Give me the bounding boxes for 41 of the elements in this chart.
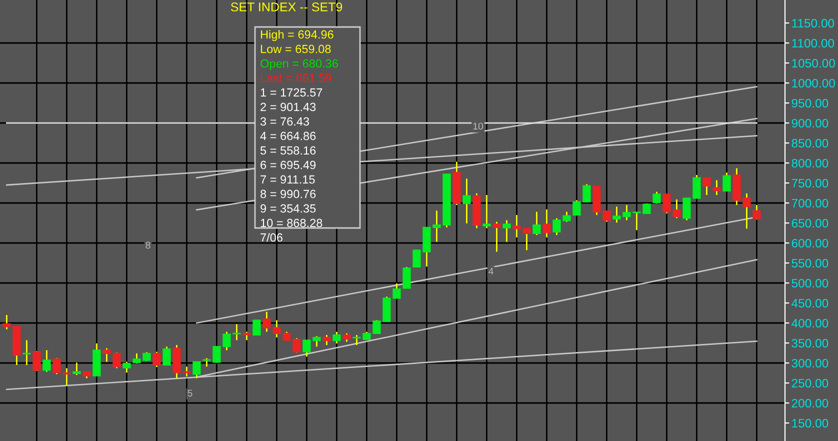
annotation: 10 = 868.28	[260, 218, 322, 228]
y-tick-label: 800.00	[792, 158, 828, 168]
annotation: 5	[188, 390, 192, 397]
annotation: Last = 661.59	[260, 74, 332, 82]
y-tick-label: 500.00	[792, 278, 828, 288]
annotation: 1 = 1725.57	[260, 88, 322, 97]
annotation: Low = 659.08	[260, 44, 331, 54]
y-tick-label: 1150.00	[792, 18, 834, 28]
annotation: 4	[488, 268, 494, 275]
annotation: 7/06	[260, 233, 282, 242]
annotation: 8	[146, 242, 150, 249]
y-tick-label: 300.00	[792, 358, 828, 368]
y-tick-label: 1050.00	[792, 58, 835, 68]
annotation: 9 = 354.35	[260, 204, 316, 213]
y-tick-label: 650.00	[792, 218, 828, 228]
annotation: High = 694.96	[260, 30, 334, 42]
annotation: 5 = 558.16	[260, 146, 316, 155]
annotation: 8 = 990.76	[260, 190, 316, 198]
y-tick-label: 400.00	[792, 318, 828, 328]
annotation: 3 = 76.43	[260, 117, 310, 126]
y-tick-label: 350.00	[792, 338, 828, 348]
y-tick-label: 700.00	[792, 198, 828, 208]
y-tick-label: 850.00	[792, 138, 828, 148]
y-tick-label: 1100.00	[792, 38, 834, 48]
y-tick-label: 750.00	[792, 178, 828, 188]
y-tick-label: 950.00	[792, 98, 828, 108]
annotation: Open = 680.36	[260, 59, 338, 70]
annotation: 6 = 695.49	[260, 160, 316, 170]
y-tick-label: 600.00	[792, 238, 828, 248]
y-tick-label: 900.00	[792, 118, 828, 128]
y-tick-label: 150.00	[792, 418, 828, 428]
chart-title: SET INDEX -- SET9	[230, 2, 342, 12]
y-tick-label: 550.00	[792, 258, 828, 268]
y-tick-label: 200.00	[792, 398, 828, 408]
annotation: 7 = 911.15	[260, 175, 315, 184]
y-tick-label: 250.00	[792, 378, 828, 388]
annotation: 10	[473, 122, 484, 130]
y-tick-label: 1000.00	[792, 78, 835, 88]
annotation: 2 = 901.43	[260, 102, 316, 112]
y-tick-label: 450.00	[792, 298, 828, 308]
annotation: 4 = 664.86	[260, 132, 316, 140]
